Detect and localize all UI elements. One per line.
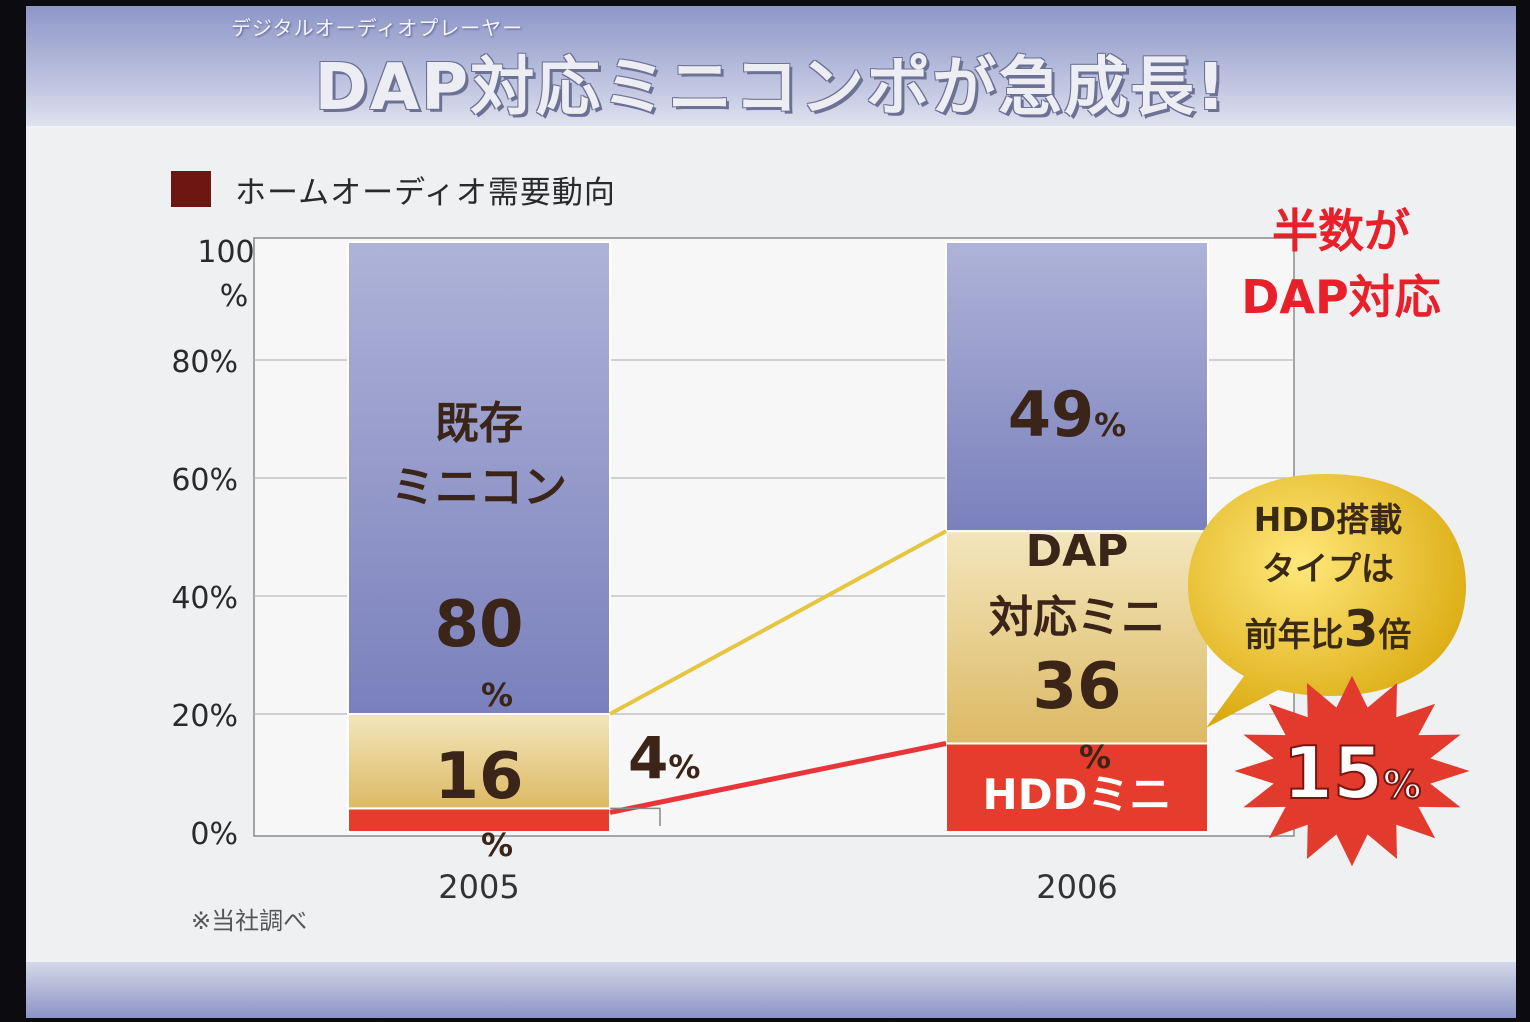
callout-line1: 半数が: [1176, 198, 1506, 264]
y-tick-label: 0%: [190, 817, 238, 852]
y-tick-label: 80%: [171, 345, 238, 380]
y-tick-label: 20%: [171, 699, 238, 734]
label-existing-2005-line1: 既存: [435, 398, 523, 449]
label-existing-2005-line2: ミニコン: [391, 462, 567, 513]
footer-band: [26, 962, 1516, 1018]
y-tick-label: 60%: [171, 463, 238, 498]
label-existing-2006-unit: %: [1094, 406, 1126, 444]
label-dap-2006-line2: 対応ミニ: [989, 592, 1165, 643]
label-dap-2006-value: 36: [1032, 650, 1121, 724]
bubble-line2: タイプは: [1262, 549, 1394, 588]
x-tick-label: 2005: [438, 868, 519, 906]
callout-line2: DAP対応: [1176, 264, 1506, 330]
slide: デジタルオーディオプレーヤー DAP対応ミニコンポが急成長! ホームオーディオ需…: [26, 6, 1516, 1018]
label-existing-2005-unit: %: [481, 676, 513, 714]
y-tick-label: 100: [197, 235, 254, 270]
label-hdd-2005-value: 4: [628, 724, 668, 792]
label-dap-2005-unit: %: [481, 826, 513, 864]
x-tick-label: 2006: [1036, 868, 1117, 906]
bubble-prefix: 前年比: [1245, 615, 1344, 654]
starburst-unit: %: [1383, 763, 1421, 807]
label-existing-2005-value: 80: [434, 588, 523, 662]
source-note: ※当社調べ: [191, 901, 307, 936]
y-tick-label-unit: %: [220, 279, 249, 314]
label-existing-2006-value: 49: [1008, 378, 1094, 451]
label-hdd-2005-unit: %: [668, 748, 700, 786]
bubble-line1: HDD搭載: [1254, 500, 1402, 539]
starburst: 15%: [1234, 676, 1469, 866]
y-tick-label: 40%: [171, 581, 238, 616]
bubble-suffix: 倍: [1378, 615, 1411, 654]
label-dap-2005-value: 16: [434, 740, 523, 814]
label-hdd-2006: HDDミニ: [983, 770, 1172, 819]
label-dap-2006-line1: DAP: [1026, 526, 1129, 577]
bubble-number: 3: [1344, 600, 1379, 658]
callout: 半数が DAP対応: [1176, 198, 1506, 330]
starburst-value: 15: [1283, 731, 1383, 815]
